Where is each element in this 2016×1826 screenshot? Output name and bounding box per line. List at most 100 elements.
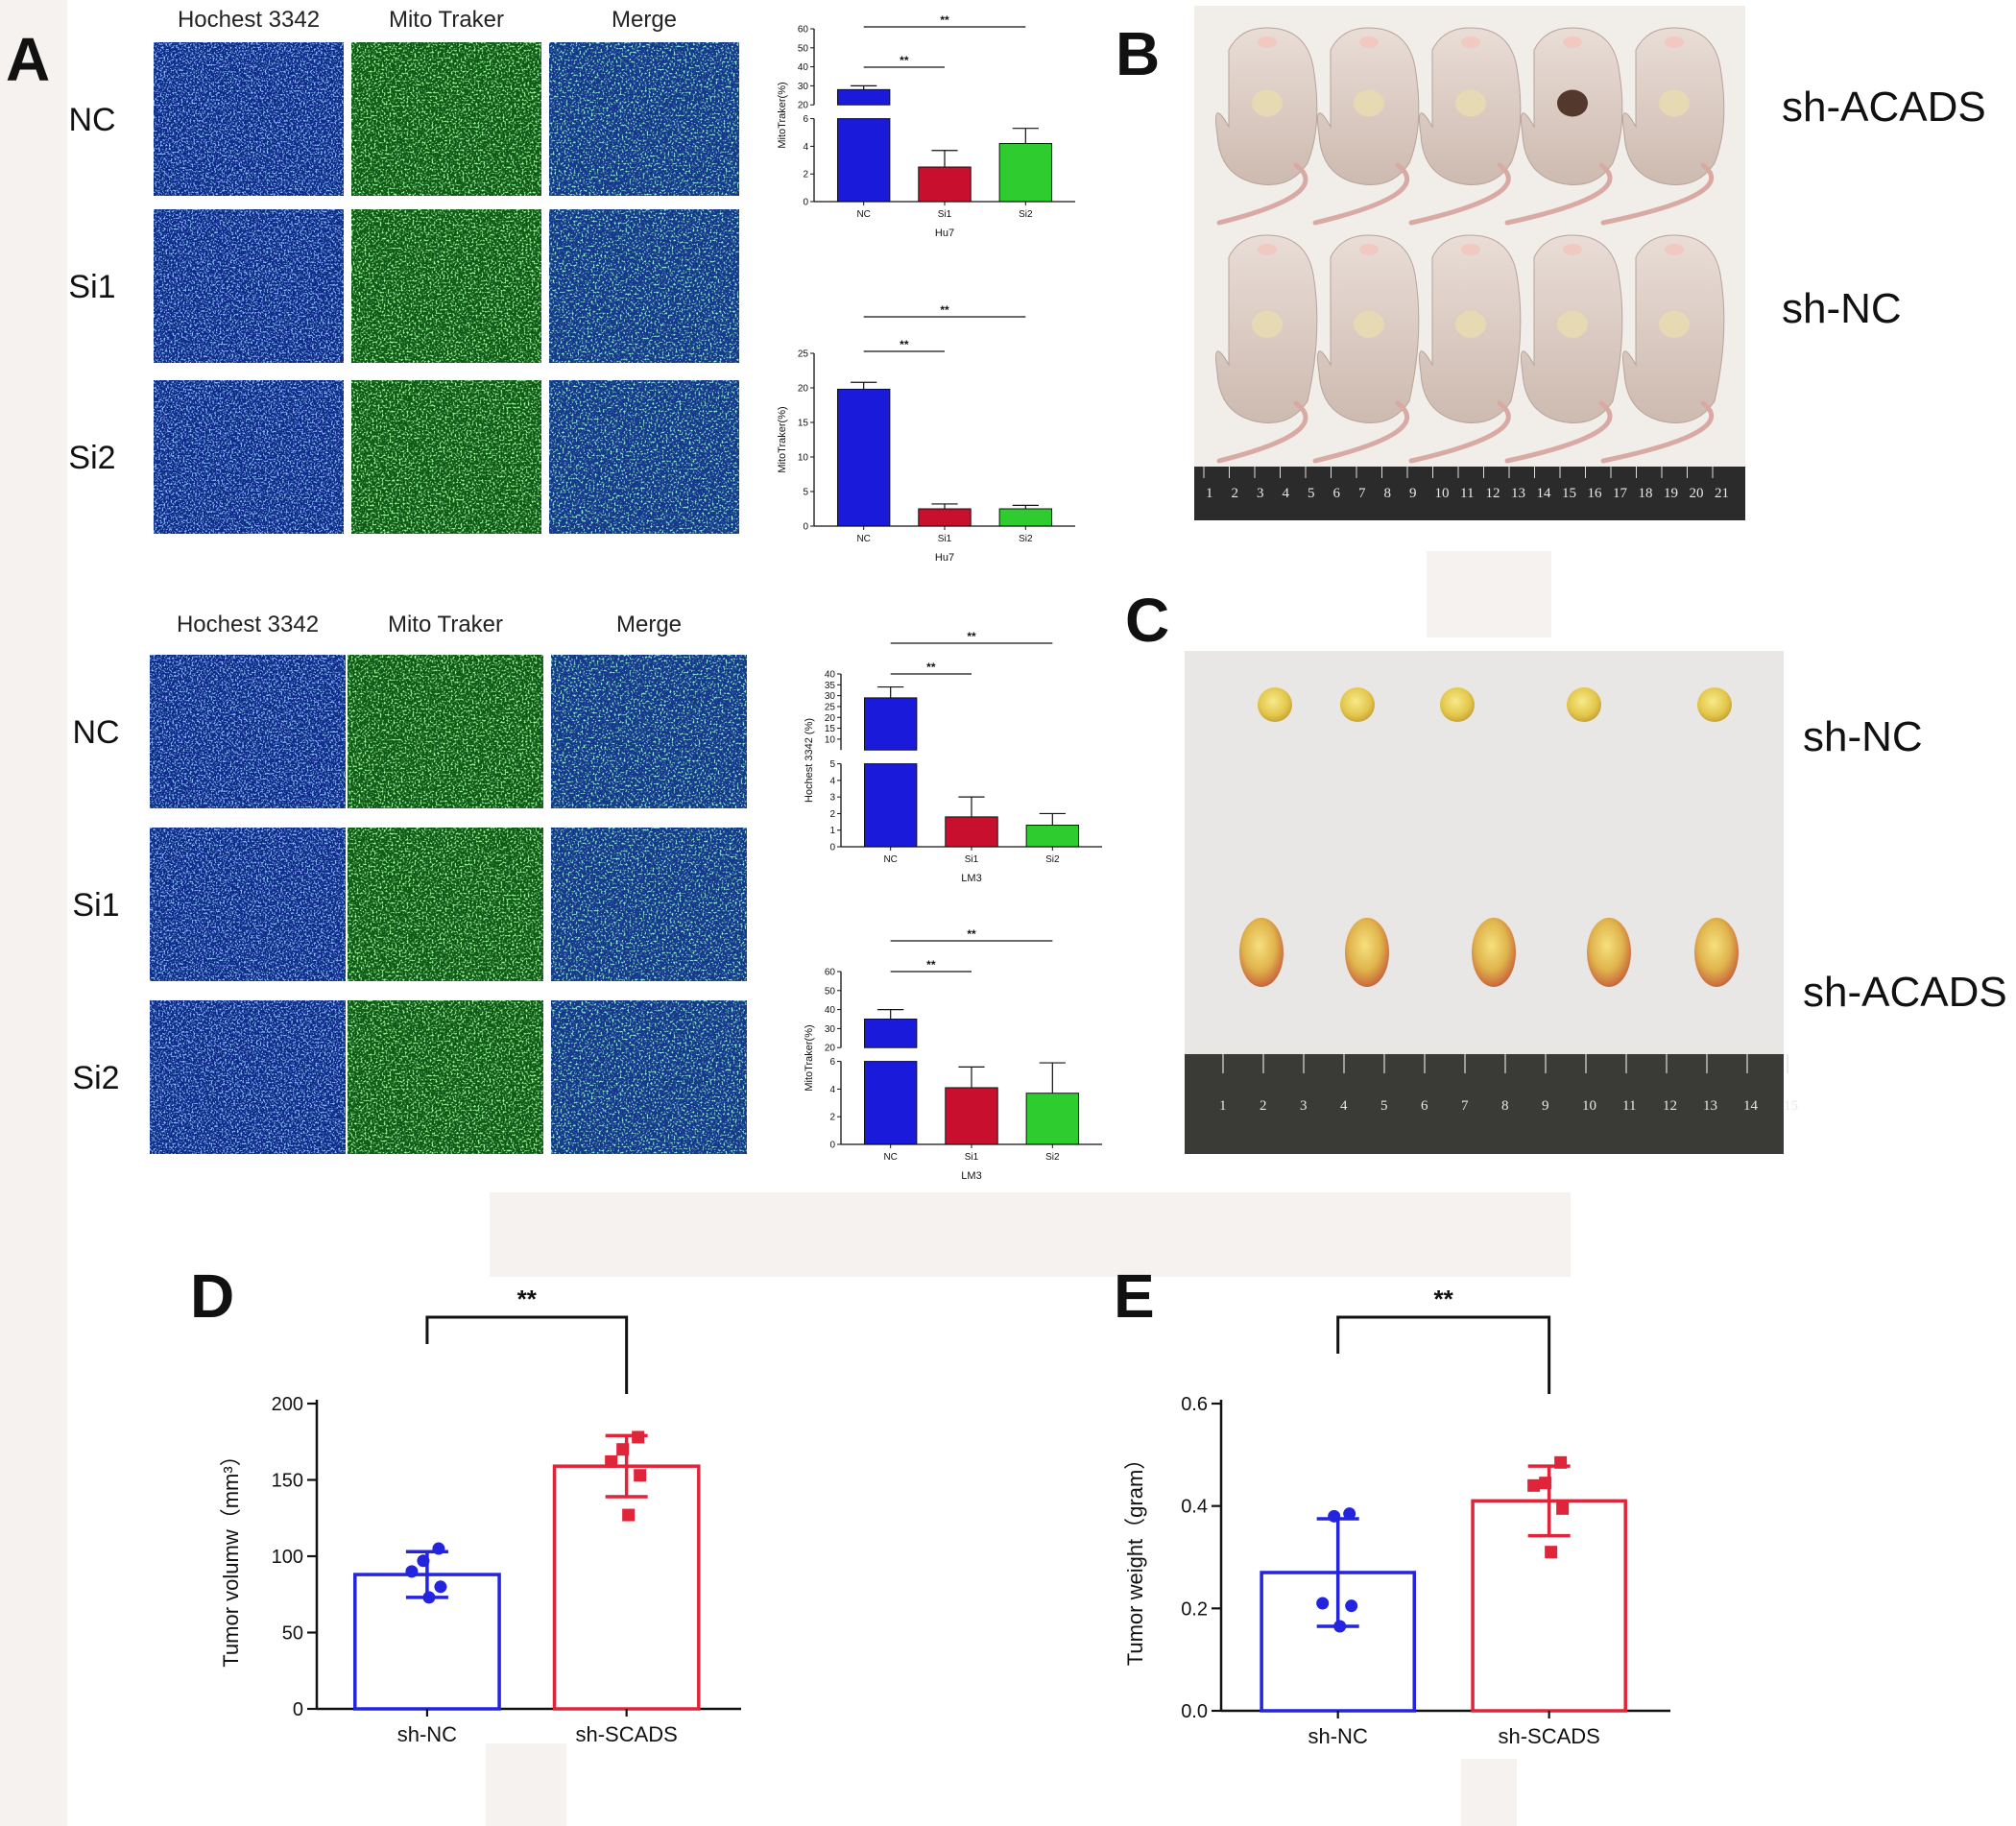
data-point xyxy=(1556,1502,1570,1515)
data-point xyxy=(622,1508,636,1522)
x-axis-label: LM3 xyxy=(961,873,981,884)
micro-row-label-0: NC xyxy=(68,102,115,138)
tick-label: 0.0 xyxy=(1181,1701,1208,1722)
ruler-mark: 7 xyxy=(1358,486,1366,501)
ruler-mark: 11 xyxy=(1460,486,1474,501)
sig-marker-2: ** xyxy=(967,630,976,643)
data-point xyxy=(1345,1599,1358,1613)
bar-Si2 xyxy=(1025,1093,1080,1145)
tick-label: 10 xyxy=(798,453,809,464)
micro-image-r0-c1 xyxy=(351,42,541,196)
ruler-b xyxy=(1194,467,1745,520)
data-point xyxy=(434,1580,447,1594)
sig-marker-2: ** xyxy=(940,13,949,27)
mouse-ear xyxy=(1461,244,1480,255)
micro-image-r1-c2 xyxy=(551,828,747,981)
tick-label: 20 xyxy=(825,713,836,724)
x-axis-label: LM3 xyxy=(961,1170,981,1182)
x-tick-sh-NC: sh-NC xyxy=(1308,1724,1368,1748)
tick-label: 30 xyxy=(825,1024,836,1035)
tick-label: 10 xyxy=(825,734,836,745)
tick-label: 5 xyxy=(803,488,808,498)
bar-NC-lower xyxy=(836,118,891,203)
tumor-sh-nc xyxy=(1440,687,1475,722)
chart-a1: 0 2 4 6 20 30 40 50 60 NC Si1 Si2 Hu7 MitoTraker(%) **… xyxy=(777,13,1075,239)
tick-label: 0.2 xyxy=(1181,1598,1208,1620)
mouse-tail xyxy=(1504,162,1613,226)
micro-image-r2-c2 xyxy=(551,1000,747,1154)
y-axis-label: MitoTraker(%) xyxy=(804,1024,815,1091)
ruler-mark: 16 xyxy=(1588,486,1603,501)
bar-Si1 xyxy=(918,508,972,527)
data-point xyxy=(1333,1620,1347,1633)
tumor-sh-nc xyxy=(1258,687,1292,722)
tick-label: 25 xyxy=(825,702,836,712)
tick-label: 2 xyxy=(829,1113,835,1123)
tick-label: 60 xyxy=(825,968,836,978)
chart-a2: 0 5 10 15 20 25 NC Si1 Si2 Hu7 MitoTraker(%) ** ** xyxy=(777,303,1075,564)
mouse-ear xyxy=(1359,244,1379,255)
blank-patch xyxy=(1427,551,1551,637)
tumor-sh-nc xyxy=(1567,687,1601,722)
tumor-sh-acads xyxy=(1587,918,1631,987)
x-tick-Si1: Si1 xyxy=(938,534,952,544)
ruler-mark: 4 xyxy=(1283,486,1290,501)
ruler-mark: 15 xyxy=(1562,486,1576,501)
x-tick-NC: NC xyxy=(883,854,897,865)
mouse-ear xyxy=(1665,36,1684,48)
tick-label: 200 xyxy=(272,1394,303,1415)
tick-label: 20 xyxy=(798,101,809,111)
x-tick-NC: NC xyxy=(856,209,870,220)
panel-label-c: C xyxy=(1125,586,1169,655)
x-axis-label: Hu7 xyxy=(935,228,954,239)
tumor-bump xyxy=(1354,89,1384,117)
ruler-mark: 5 xyxy=(1308,486,1315,501)
tumor-bump xyxy=(1557,89,1588,117)
ruler-mark: 1 xyxy=(1206,486,1213,501)
ruler-mark: 17 xyxy=(1613,486,1628,501)
tick-label: 50 xyxy=(798,43,809,54)
data-point xyxy=(1545,1546,1558,1559)
data-point xyxy=(422,1591,436,1604)
y-axis-label: Hochest 3342 (%) xyxy=(804,718,815,803)
ruler-mark: 9 xyxy=(1409,486,1417,501)
micro-image-r1-c1 xyxy=(348,828,543,981)
micro-row-label-1: Si1 xyxy=(68,269,115,305)
tick-label: 5 xyxy=(829,759,835,770)
tumor-bump xyxy=(1659,89,1690,117)
mouse-ear xyxy=(1359,36,1379,48)
sig-marker-2: ** xyxy=(940,303,949,317)
x-tick-NC: NC xyxy=(856,534,870,544)
ruler-mark: 21 xyxy=(1715,486,1729,501)
x-axis-label: Hu7 xyxy=(935,552,954,564)
ruler-mark: 15 xyxy=(1784,1098,1798,1114)
ruler-mark: 12 xyxy=(1486,486,1500,501)
tumor-bump xyxy=(1659,310,1690,338)
tick-label: 35 xyxy=(825,681,836,691)
ruler-mark: 12 xyxy=(1663,1098,1677,1114)
ruler-mark: 18 xyxy=(1639,486,1653,501)
ruler-mark: 2 xyxy=(1260,1098,1267,1114)
y-axis-label: Tumor volumw（mm³） xyxy=(219,1445,243,1667)
x-tick-NC: NC xyxy=(883,1152,897,1163)
micro-image-r2-c1 xyxy=(351,380,541,534)
ruler-mark: 19 xyxy=(1664,486,1678,501)
ruler-mark: 6 xyxy=(1333,486,1341,501)
tick-label: 25 xyxy=(798,349,809,360)
ruler-mark: 4 xyxy=(1340,1098,1348,1114)
mouse-tail xyxy=(1408,400,1511,464)
x-tick-Si1: Si1 xyxy=(938,209,952,220)
mouse-ear xyxy=(1461,36,1480,48)
tick-label: 4 xyxy=(803,142,808,153)
sig-marker-1: ** xyxy=(900,54,909,67)
mouse-tail xyxy=(1504,400,1613,464)
micro-image-r1-c0 xyxy=(150,828,346,981)
tick-label: 0 xyxy=(829,1141,835,1151)
data-point xyxy=(1527,1478,1541,1492)
x-tick-sh-SCADS: sh-SCADS xyxy=(575,1722,677,1746)
micro-image-r2-c0 xyxy=(150,1000,346,1154)
tumor-bump xyxy=(1455,310,1486,338)
tick-label: 20 xyxy=(798,384,809,395)
tumor-bump xyxy=(1252,310,1283,338)
bar-Si1 xyxy=(918,166,972,203)
